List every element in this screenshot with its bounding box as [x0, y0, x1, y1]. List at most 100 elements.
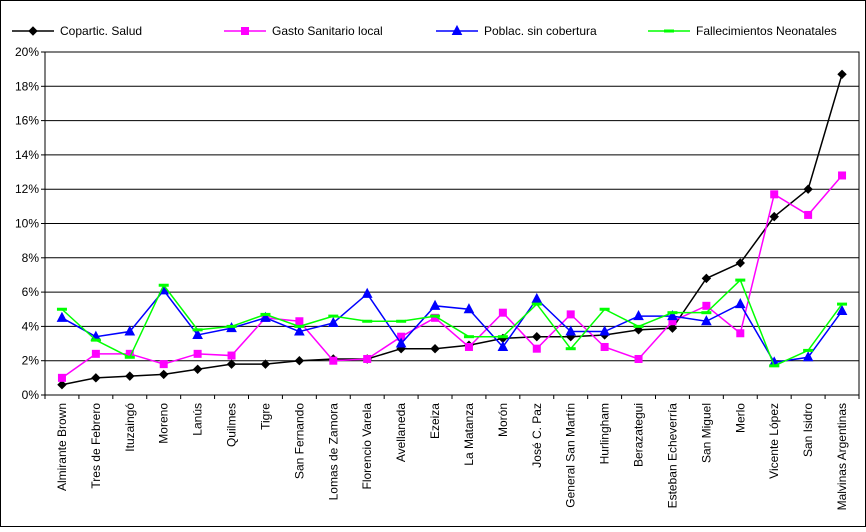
data-point — [701, 311, 712, 315]
data-point — [837, 69, 847, 80]
data-point — [56, 307, 67, 311]
data-point — [294, 325, 305, 336]
data-point — [226, 324, 237, 328]
data-point — [803, 184, 813, 194]
data-point — [566, 310, 575, 319]
data-point — [802, 351, 814, 362]
x-tick-label: San Fernando — [292, 403, 306, 479]
legend-item: Fallecimientos Neonatales — [648, 24, 837, 38]
data-point — [91, 373, 101, 383]
data-point — [328, 314, 339, 318]
x-tick-label: Avellaneda — [394, 403, 408, 462]
data-point — [463, 303, 475, 314]
series-line — [61, 174, 843, 379]
x-tick-label: Florencio Varela — [360, 403, 374, 490]
series-group — [56, 69, 848, 390]
legend-item: Gasto Sanitario local — [224, 24, 383, 38]
data-point — [770, 190, 779, 199]
x-tick-label: Vicente López — [767, 403, 781, 479]
data-point — [803, 348, 814, 352]
data-point — [192, 328, 203, 339]
x-tick-label: Morón — [496, 403, 510, 437]
data-point — [667, 310, 678, 321]
data-point — [395, 337, 407, 348]
y-tick-label: 12% — [15, 182, 39, 196]
data-point — [192, 328, 203, 332]
x-tick-label: Esteban Echeverría — [665, 403, 679, 509]
y-tick-label: 6% — [22, 285, 40, 299]
data-point — [531, 302, 542, 306]
data-point — [497, 335, 508, 339]
data-point — [702, 301, 711, 310]
data-point — [735, 258, 745, 268]
legend-marker — [451, 24, 463, 35]
y-tick-label: 0% — [22, 388, 40, 402]
data-point — [565, 347, 576, 351]
data-point — [464, 342, 473, 351]
series-line — [61, 278, 843, 367]
x-tick-label: Quilmes — [225, 403, 239, 447]
y-tick-label: 16% — [15, 114, 39, 128]
data-point — [125, 371, 135, 381]
data-point — [531, 292, 543, 303]
data-point — [363, 354, 372, 363]
legend-item: Poblac. sin cobertura — [436, 24, 597, 38]
series-line — [61, 74, 843, 386]
data-point — [429, 299, 441, 310]
legend-label: Poblac. sin cobertura — [484, 24, 597, 38]
data-point — [56, 311, 68, 322]
data-point — [159, 360, 168, 369]
legend-marker — [28, 26, 38, 36]
data-point — [633, 324, 644, 328]
data-point — [260, 311, 271, 322]
y-tick-label: 10% — [15, 217, 39, 231]
data-point — [633, 310, 644, 321]
data-point — [769, 211, 779, 222]
data-point — [734, 298, 746, 309]
series-3 — [56, 284, 848, 367]
data-point — [701, 273, 712, 284]
x-tick-label: Merlo — [733, 403, 747, 433]
data-point — [836, 304, 848, 315]
data-point — [600, 342, 609, 351]
data-point — [294, 355, 305, 366]
data-point — [532, 344, 541, 353]
y-tick-label: 4% — [22, 319, 40, 333]
data-point — [57, 380, 67, 390]
data-point — [327, 316, 339, 327]
data-point — [396, 319, 407, 323]
series-4 — [56, 278, 848, 368]
data-point — [158, 283, 169, 287]
data-point — [667, 323, 678, 333]
data-point — [362, 319, 373, 323]
data-point — [193, 349, 202, 358]
data-point — [532, 331, 542, 342]
data-point — [124, 355, 135, 359]
x-tick-label: San Isidro — [801, 403, 815, 457]
data-point — [838, 171, 847, 180]
legend-label: Gasto Sanitario local — [272, 24, 383, 38]
data-point — [736, 329, 745, 338]
y-tick-label: 8% — [22, 251, 40, 265]
x-tick-label: Ituzaingó — [123, 403, 137, 452]
data-point — [599, 307, 610, 311]
x-tick-label: La Matanza — [462, 403, 476, 466]
data-point — [361, 287, 373, 298]
data-point — [701, 315, 712, 326]
x-tick-label: Lanús — [191, 403, 205, 436]
data-point — [90, 338, 101, 342]
legend-item: Copartic. Salud — [12, 24, 142, 38]
series-line — [61, 289, 843, 364]
data-point — [159, 369, 169, 380]
data-point — [91, 349, 100, 358]
series-2 — [57, 171, 847, 382]
y-tick-label: 2% — [22, 354, 40, 368]
x-tick-label: General San Martín — [564, 403, 578, 508]
x-tick-label: Moreno — [157, 403, 171, 444]
data-point — [565, 325, 577, 336]
data-point — [735, 278, 746, 282]
data-point — [634, 354, 643, 363]
legend-label: Fallecimientos Neonatales — [696, 24, 837, 38]
